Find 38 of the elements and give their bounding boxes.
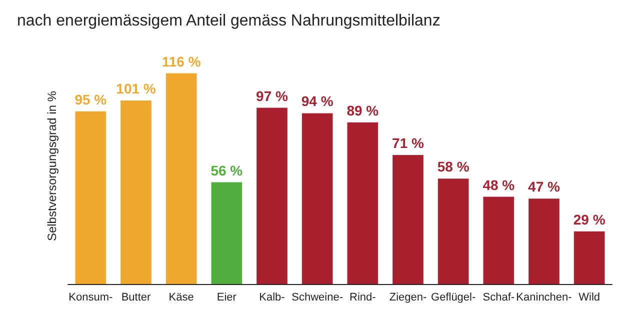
x-tick-label: Wild (578, 292, 600, 304)
data-label: 94 % (301, 93, 334, 110)
data-label: 97 % (256, 88, 288, 104)
x-tick-label: Rind- (350, 292, 376, 304)
chart-title: nach energiemässigem Anteil gemäss Nahrungsmittelbilanz (17, 12, 440, 30)
data-label: 116 % (162, 53, 202, 70)
x-tick-label: Kaninchen- (516, 292, 572, 304)
bar (211, 182, 242, 284)
x-tick-label: Schaf- (482, 292, 515, 304)
data-label: 48 % (482, 176, 516, 193)
x-tick-label: Butter (121, 292, 152, 304)
data-label: 71 % (392, 135, 424, 152)
bar (302, 113, 333, 284)
bar (256, 108, 288, 284)
bar (347, 122, 378, 284)
data-label: 101 % (116, 80, 156, 97)
x-tick-label: Schweine- (292, 292, 344, 304)
x-tick-label: Konsum- (68, 292, 114, 304)
bar (75, 111, 106, 284)
bar (528, 198, 560, 284)
x-tick-label: Ziegen- (389, 292, 427, 304)
x-tick-label: Kalb- (259, 292, 286, 304)
x-tick-label: Geflügel- (431, 292, 476, 304)
data-label: 47 % (528, 178, 560, 195)
bar (574, 231, 605, 284)
bar (392, 155, 424, 284)
y-axis-title: Selbstversorgungsgrad in % (45, 90, 59, 242)
data-label: 89 % (346, 102, 380, 118)
data-label: 29 % (573, 211, 606, 228)
bar (483, 196, 514, 284)
data-label: 56 % (210, 162, 244, 178)
bar (166, 73, 197, 284)
data-label: 58 % (437, 158, 470, 175)
x-tick-label: Eier (216, 292, 237, 304)
bar (120, 100, 152, 284)
data-label: 95 % (74, 91, 108, 108)
bar (438, 178, 469, 284)
x-tick-label: Käse (168, 292, 194, 304)
